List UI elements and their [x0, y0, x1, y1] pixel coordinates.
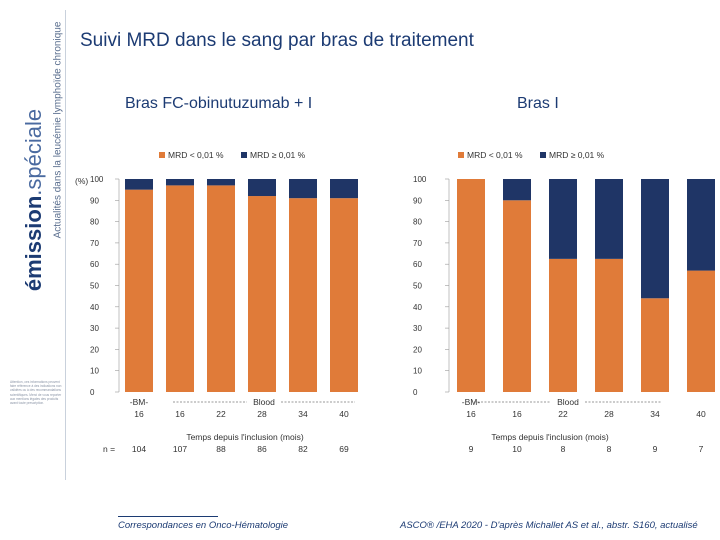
x-category-label: -BM- — [130, 397, 149, 407]
n-value: 69 — [339, 444, 349, 454]
chart-title-bras-i: Bras I — [517, 95, 559, 112]
bar-segment-mrd-low — [330, 198, 358, 392]
bar-segment-mrd-low — [248, 196, 276, 392]
bar-segment-mrd-high — [207, 179, 235, 186]
y-tick-label: 80 — [90, 218, 99, 227]
x-category-label: 34 — [298, 409, 308, 419]
y-tick-label: 70 — [90, 239, 99, 248]
n-value: 104 — [132, 444, 146, 454]
y-tick-label: 20 — [90, 345, 99, 354]
footer-reference: ASCO® /EHA 2020 - D'après Michallet AS e… — [400, 520, 698, 531]
n-value: 9 — [469, 444, 474, 454]
n-value: 82 — [298, 444, 308, 454]
footer-source-journal: Correspondances en Onco-Hématologie — [118, 516, 288, 531]
y-tick-label: 90 — [413, 196, 422, 205]
y-tick-label: 40 — [90, 303, 99, 312]
y-tick-label: 100 — [90, 175, 104, 184]
bar-segment-mrd-high — [687, 179, 715, 271]
bar-segment-mrd-low — [125, 189, 153, 392]
bar-segment-mrd-high — [595, 179, 623, 259]
bar-segment-mrd-high — [641, 179, 669, 299]
x-category-label: 28 — [604, 409, 614, 419]
y-tick-label: 10 — [90, 367, 99, 376]
y-unit-label: (%) — [75, 176, 88, 186]
bar-segment-mrd-low — [595, 258, 623, 392]
bar-segment-mrd-high — [330, 179, 358, 199]
y-tick-label: 90 — [90, 196, 99, 205]
y-tick-label: 0 — [413, 388, 418, 397]
bar-segment-mrd-low — [289, 198, 317, 392]
bar-segment-mrd-low — [687, 270, 715, 392]
x-category-label: 34 — [650, 409, 660, 419]
blood-group-label: Blood — [557, 397, 579, 407]
y-tick-label: 60 — [413, 260, 422, 269]
y-tick-label: 30 — [90, 324, 99, 333]
x-category-label: 22 — [216, 409, 226, 419]
y-tick-label: 40 — [413, 303, 422, 312]
x-category-label: 16 — [134, 409, 144, 419]
chart-title-fc-obinutuzumab: Bras FC-obinutuzumab + I — [125, 95, 313, 112]
x-category-label: 40 — [339, 409, 349, 419]
bar-segment-mrd-high — [125, 179, 153, 190]
bar-segment-mrd-low — [166, 185, 194, 392]
legend-swatch-mrd-high — [540, 152, 546, 158]
bar-segment-mrd-low — [641, 298, 669, 392]
y-tick-label: 70 — [413, 239, 422, 248]
n-value: 107 — [173, 444, 187, 454]
blood-group-label: Blood — [253, 397, 275, 407]
n-value: 9 — [653, 444, 658, 454]
x-category-label: -BM- — [462, 397, 481, 407]
n-value: 86 — [257, 444, 267, 454]
x-axis-label: Temps depuis l'inclusion (mois) — [491, 432, 609, 442]
legend-swatch-mrd-low — [458, 152, 464, 158]
sidebar-divider — [65, 10, 66, 480]
legend-label-mrd-high: MRD ≥ 0,01 % — [549, 150, 605, 160]
x-category-label: 16 — [175, 409, 185, 419]
y-tick-label: 100 — [413, 175, 427, 184]
y-tick-label: 60 — [90, 260, 99, 269]
n-value: 10 — [512, 444, 522, 454]
legend-label-mrd-low: MRD < 0,01 % — [467, 150, 523, 160]
y-tick-label: 80 — [413, 218, 422, 227]
bar-segment-mrd-high — [503, 179, 531, 201]
y-tick-label: 50 — [413, 282, 422, 291]
legend-swatch-mrd-high — [241, 152, 247, 158]
x-category-label: 16 — [466, 409, 476, 419]
bar-segment-mrd-high — [248, 179, 276, 197]
page-title: Suivi MRD dans le sang par bras de trait… — [80, 30, 474, 51]
x-category-label: 28 — [257, 409, 267, 419]
bar-segment-mrd-high — [549, 179, 577, 259]
legend-swatch-mrd-low — [159, 152, 165, 158]
n-value: 8 — [561, 444, 566, 454]
x-axis-label: Temps depuis l'inclusion (mois) — [186, 432, 304, 442]
x-category-label: 22 — [558, 409, 568, 419]
bar-segment-mrd-high — [166, 179, 194, 186]
n-value: 8 — [607, 444, 612, 454]
y-tick-label: 30 — [413, 324, 422, 333]
y-tick-label: 10 — [413, 367, 422, 376]
disclaimer-text: Attention, ces informations peuvent fair… — [10, 380, 62, 406]
sidebar: émission.spéciale Actualités dans la leu… — [0, 0, 68, 540]
x-category-label: 40 — [696, 409, 706, 419]
y-tick-label: 20 — [413, 345, 422, 354]
bar-segment-mrd-low — [207, 185, 235, 392]
bar-segment-mrd-low — [503, 200, 531, 392]
y-tick-label: 0 — [90, 388, 95, 397]
x-category-label: 16 — [512, 409, 522, 419]
n-value: 88 — [216, 444, 226, 454]
y-tick-label: 50 — [90, 282, 99, 291]
bar-segment-mrd-high — [289, 179, 317, 199]
legend-label-mrd-high: MRD ≥ 0,01 % — [250, 150, 306, 160]
bar-segment-mrd-low — [457, 179, 485, 392]
bar-segment-mrd-low — [549, 258, 577, 392]
n-label: n = — [103, 444, 115, 454]
legend-label-mrd-low: MRD < 0,01 % — [168, 150, 224, 160]
n-value: 7 — [699, 444, 704, 454]
